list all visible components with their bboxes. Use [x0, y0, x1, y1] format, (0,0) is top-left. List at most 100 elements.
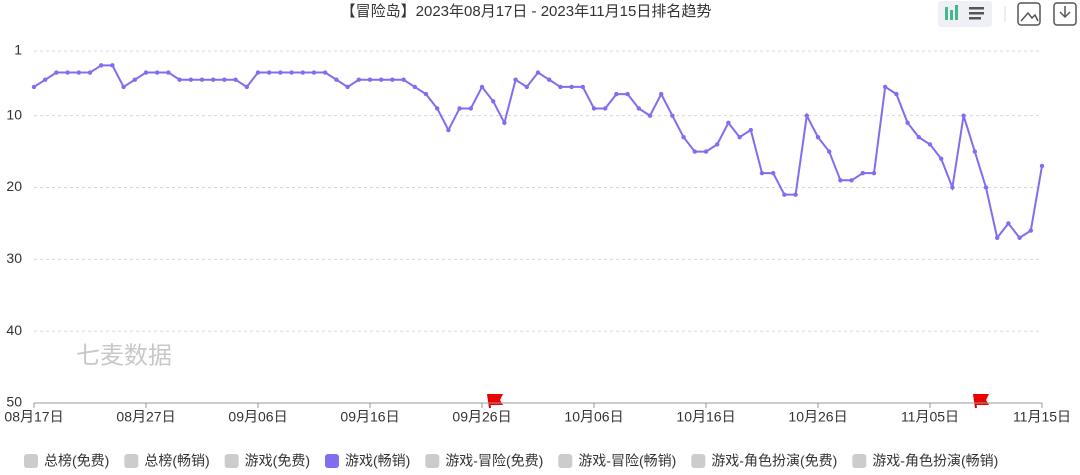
data-point	[804, 113, 809, 118]
icon-list	[969, 7, 984, 10]
icon-list	[969, 12, 984, 15]
y-tick-label: 10	[6, 106, 22, 122]
legend-item[interactable]: 游戏-冒险(免费)	[425, 453, 543, 469]
data-point	[1017, 235, 1022, 240]
data-point	[715, 142, 720, 147]
data-point	[603, 106, 608, 111]
data-point	[367, 77, 373, 82]
data-point	[132, 77, 137, 82]
icon-list	[969, 17, 981, 20]
data-point	[670, 113, 675, 118]
data-point	[580, 84, 585, 90]
data-point	[793, 192, 798, 197]
data-point	[390, 77, 395, 82]
data-point	[468, 106, 473, 111]
legend-label: 游戏-角色扮演(畅销)	[872, 453, 998, 469]
data-point	[883, 84, 888, 90]
data-point	[849, 178, 854, 183]
data-point	[323, 70, 328, 75]
legend-label: 游戏-冒险(畅销)	[578, 453, 676, 469]
x-tick-label: 08月27日	[116, 409, 175, 425]
data-point	[838, 178, 843, 183]
data-point	[166, 70, 171, 75]
x-tick-label: 10月26日	[788, 409, 847, 425]
data-point	[815, 135, 821, 140]
legend-item[interactable]: 游戏-角色扮演(畅销)	[852, 453, 998, 469]
legend-swatch	[425, 454, 440, 468]
data-point	[502, 120, 507, 126]
data-point	[1006, 221, 1011, 226]
legend-item[interactable]: 总榜(免费)	[24, 453, 109, 469]
data-point	[423, 91, 429, 97]
image-icon	[1020, 11, 1039, 22]
legend-swatch	[691, 454, 706, 468]
data-point	[558, 84, 563, 90]
legend-label: 游戏-角色扮演(免费)	[711, 453, 837, 469]
icon-bar	[955, 5, 958, 20]
data-point	[995, 235, 1000, 240]
data-point	[983, 185, 989, 190]
data-point	[916, 135, 921, 140]
data-point	[121, 84, 126, 90]
data-point	[233, 77, 238, 82]
data-point	[726, 120, 731, 126]
data-point	[748, 127, 753, 133]
data-point	[737, 135, 742, 140]
data-point	[99, 63, 104, 68]
data-point	[547, 77, 552, 82]
legend-label: 游戏-冒险(免费)	[445, 453, 543, 469]
data-point	[827, 149, 832, 154]
flag	[488, 394, 503, 405]
data-point	[659, 91, 664, 97]
data-point	[255, 70, 261, 75]
data-point	[199, 77, 205, 82]
data-point	[143, 70, 149, 75]
legend-label: 总榜(畅销)	[144, 453, 209, 469]
legend-item[interactable]: 游戏-冒险(畅销)	[558, 453, 676, 469]
data-point	[782, 192, 787, 197]
data-point	[491, 99, 496, 104]
data-point	[614, 91, 619, 97]
legend-label: 游戏(畅销)	[345, 453, 410, 469]
data-point	[244, 84, 249, 90]
x-tick-label: 11月15日	[1013, 409, 1071, 425]
legend-label: 游戏(免费)	[245, 453, 310, 469]
data-point	[860, 170, 865, 176]
legend-item[interactable]: 游戏(畅销)	[324, 453, 410, 469]
legend-item[interactable]: 游戏-角色扮演(免费)	[691, 453, 837, 469]
data-point	[479, 84, 485, 90]
data-point	[222, 77, 227, 82]
series-line	[33, 64, 1043, 241]
data-point	[625, 91, 630, 97]
data-point	[647, 113, 653, 118]
data-point	[31, 84, 37, 90]
download-button[interactable]	[1053, 2, 1077, 26]
data-point	[278, 70, 283, 75]
legend-item[interactable]: 总榜(畅销)	[124, 453, 210, 469]
data-point	[311, 70, 317, 75]
data-point	[177, 77, 182, 82]
data-point	[681, 135, 686, 140]
image-button[interactable]	[1017, 2, 1041, 26]
y-tick-label: 50	[6, 394, 22, 410]
event-flags	[487, 393, 989, 409]
data-point	[188, 77, 193, 82]
data-point	[692, 149, 697, 154]
legend-swatch	[558, 454, 573, 468]
x-tick-label: 11月05日	[901, 409, 959, 425]
data-point	[759, 170, 765, 176]
legend-item[interactable]: 游戏(免费)	[224, 453, 310, 469]
data-point	[950, 185, 955, 190]
x-tick-label: 09月26日	[452, 409, 511, 425]
data-point	[76, 70, 82, 75]
data-point	[87, 70, 93, 75]
legend-label: 总榜(免费)	[44, 453, 109, 469]
legend-swatch	[24, 454, 38, 468]
data-point	[211, 77, 216, 82]
data-point	[927, 142, 933, 147]
x-tick-label: 09月06日	[228, 409, 287, 425]
data-point	[961, 113, 966, 118]
legend-swatch	[852, 454, 867, 468]
y-tick-label: 20	[6, 178, 22, 194]
